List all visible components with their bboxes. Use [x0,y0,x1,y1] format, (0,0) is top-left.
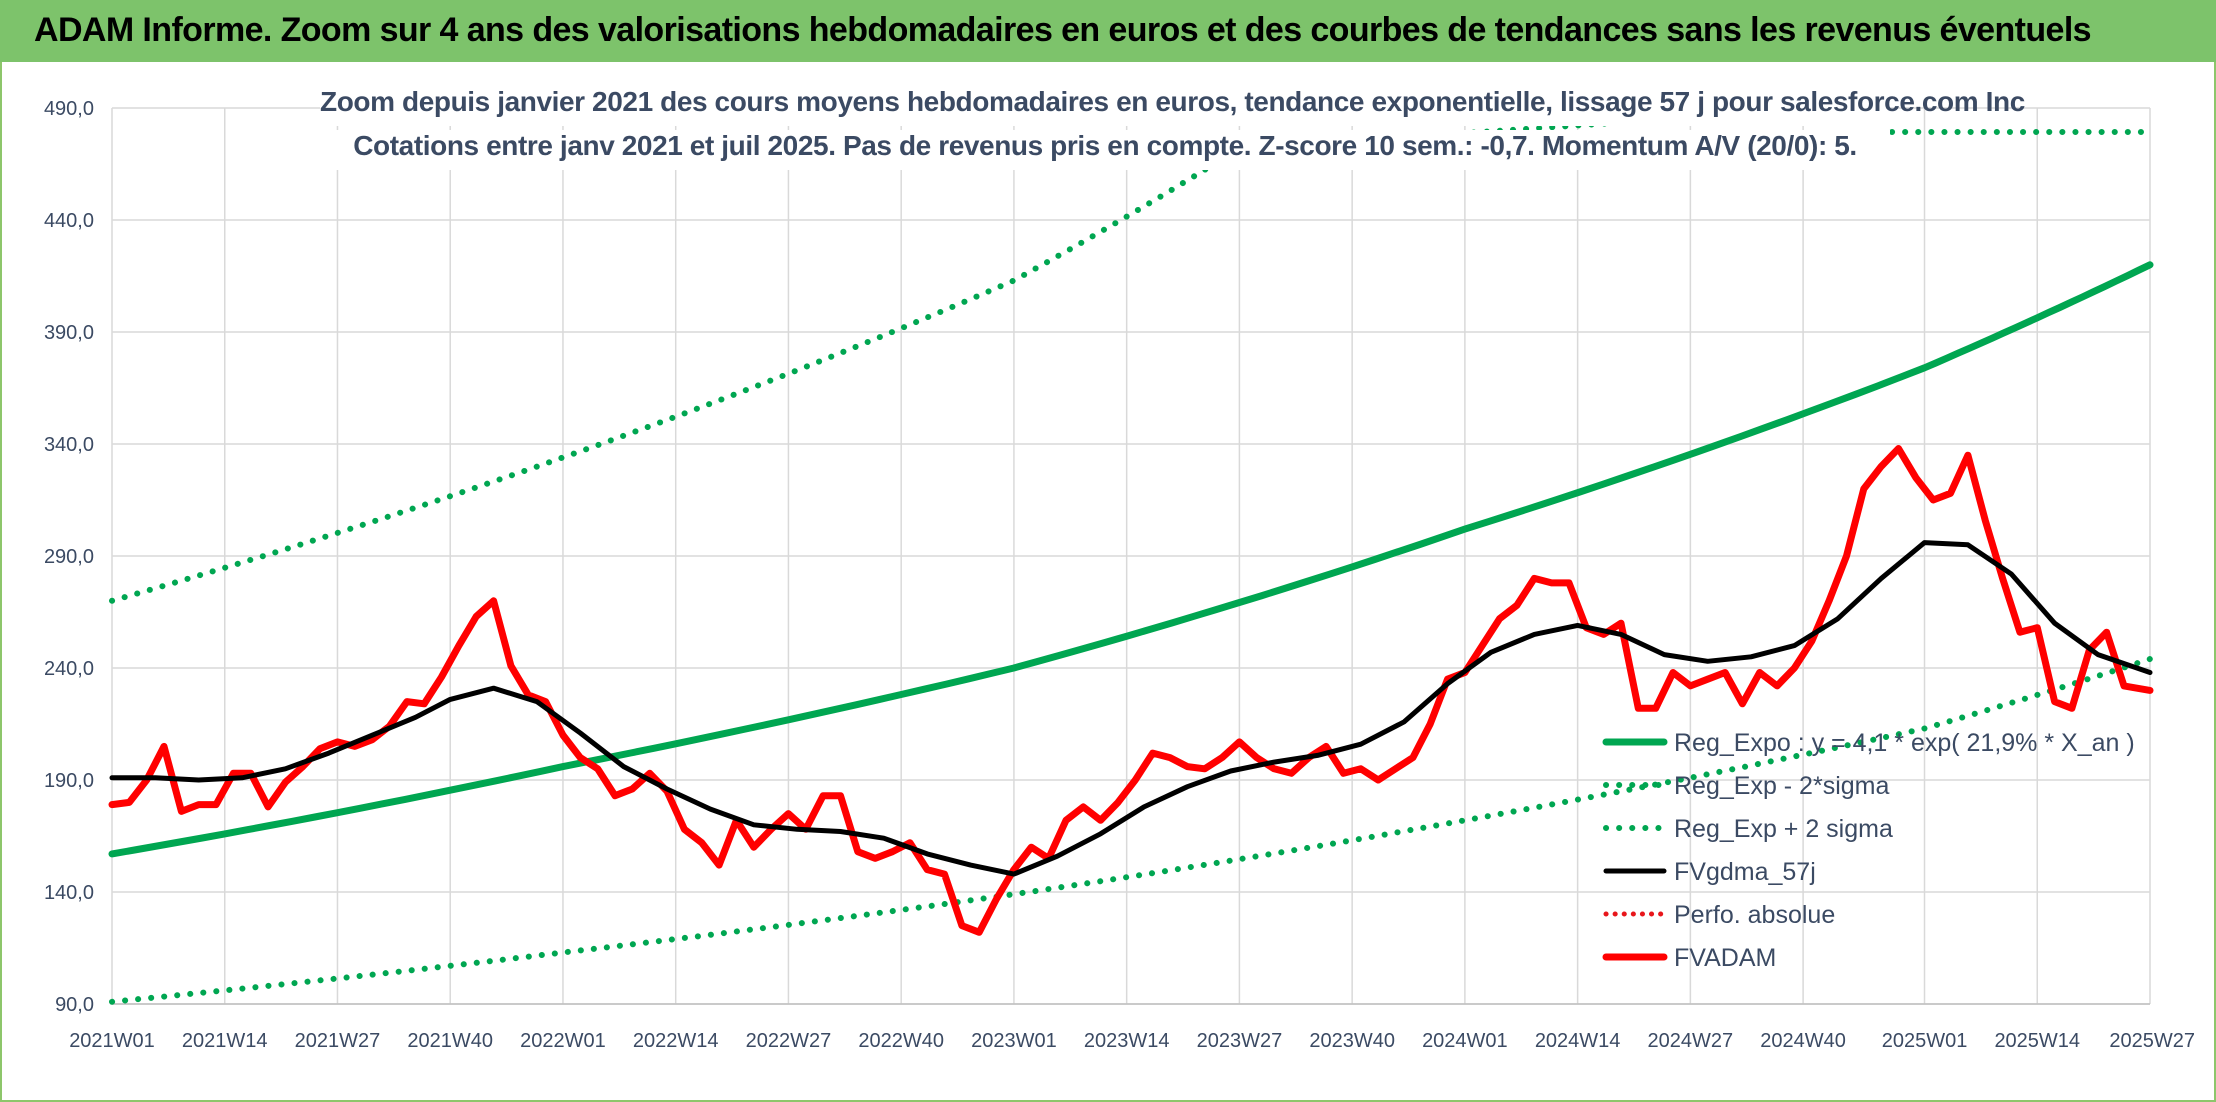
x-tick-label: 2023W14 [1084,1030,1170,1052]
x-tick-label: 2022W14 [633,1030,719,1052]
x-tick-label: 2023W40 [1309,1030,1395,1052]
chart-title-line-2: Cotations entre janv 2021 et juil 2025. … [320,130,1890,170]
x-tick-label: 2025W27 [2109,1030,2195,1052]
x-tick-label: 2024W14 [1535,1030,1621,1052]
chart-series [108,126,2154,1005]
y-tick-label: 340,0 [44,434,94,456]
report-banner: ADAM Informe. Zoom sur 4 ans des valoris… [0,0,2216,62]
x-tick-label: 2021W40 [407,1030,493,1052]
x-tick-label: 2024W27 [1648,1030,1734,1052]
y-tick-label: 440,0 [44,210,94,232]
y-tick-label: 140,0 [44,882,94,904]
legend-label-fvadam: FVADAM [1674,944,1776,972]
x-axis-ticks: 2021W01 2021W14 2021W27 2021W40 2022W01 2022W… [69,1030,2195,1052]
y-tick-label: 240,0 [44,658,94,680]
x-tick-label: 2024W01 [1422,1030,1508,1052]
series-line-fvgdma [109,540,2153,877]
y-axis-ticks: 90,0 140,0 190,0 240,0 290,0 340,0 390,0 440,0 4… [44,98,94,1016]
series-line-reg-minus [109,656,2153,1005]
series-line-reg-expo [108,261,2154,858]
y-tick-label: 90,0 [55,994,94,1016]
x-tick-label: 2021W14 [182,1030,268,1052]
x-tick-label: 2024W40 [1760,1030,1846,1052]
chart-title-line-1: Zoom depuis janvier 2021 des cours moyen… [320,86,2025,126]
x-tick-label: 2025W14 [1994,1030,2080,1052]
y-tick-label: 290,0 [44,546,94,568]
y-tick-label: 390,0 [44,322,94,344]
series-line-reg-plus [109,126,1614,604]
y-tick-label: 490,0 [44,98,94,120]
chart-grid [111,107,2151,1005]
x-tick-label: 2023W01 [971,1030,1057,1052]
legend-label-reg-plus: Reg_Exp + 2 sigma [1674,815,1893,843]
report-title: ADAM Informe. Zoom sur 4 ans des valoris… [34,11,2092,49]
x-tick-label: 2022W27 [746,1030,832,1052]
legend-label-perfo: Perfo. absolue [1674,901,1835,929]
x-tick-label: 2022W40 [858,1030,944,1052]
legend-label-reg-minus: Reg_Exp - 2*sigma [1674,772,1889,800]
chart-legend: Reg_Expo : y = 4,1 * exp( 21,9% * X_an )… [1602,729,2135,972]
series-line-fvadam [108,445,2154,936]
x-tick-label: 2025W01 [1882,1030,1968,1052]
x-tick-label: 2021W01 [69,1030,155,1052]
x-tick-label: 2021W27 [295,1030,381,1052]
legend-label-reg-expo: Reg_Expo : y = 4,1 * exp( 21,9% * X_an ) [1674,729,2135,757]
y-tick-label: 190,0 [44,770,94,792]
x-tick-label: 2023W27 [1197,1030,1283,1052]
legend-label-fvgdma: FVgdma_57j [1674,858,1816,886]
x-tick-label: 2022W01 [520,1030,606,1052]
